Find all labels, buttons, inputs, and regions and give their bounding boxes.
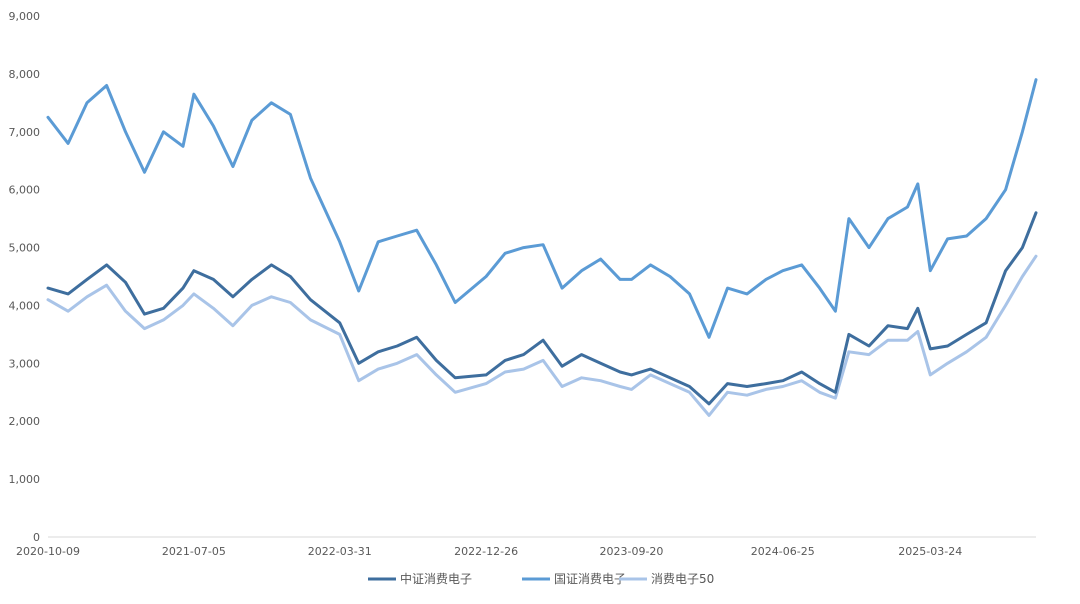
- y-tick-label: 6,000: [9, 184, 41, 197]
- y-axis: 0 1,000 2,000 3,000 4,000 5,000 6,000 7,000 8,00…: [9, 10, 41, 544]
- series-line-2: [46, 254, 1038, 417]
- x-tick-label: 2024-06-25: [751, 545, 815, 558]
- x-tick-label: 2021-07-05: [162, 545, 226, 558]
- y-tick-label: 1,000: [9, 473, 41, 486]
- y-tick-label: 4,000: [9, 299, 41, 312]
- legend-label: 中证消费电子: [400, 571, 472, 586]
- y-tick-label: 3,000: [9, 357, 41, 370]
- y-tick-label: 2,000: [9, 415, 41, 428]
- y-tick-label: 7,000: [9, 126, 41, 139]
- series-line-1: [46, 78, 1038, 339]
- series-line-0: [46, 211, 1038, 406]
- x-axis: 2020-10-09 2021-07-05 2022-03-31 2022-12-26…: [16, 536, 1036, 558]
- x-tick-label: 2020-10-09: [16, 545, 80, 558]
- legend-label: 国证消费电子: [554, 572, 626, 586]
- legend: 中证消费电子 国证消费电子 消费电子50: [368, 571, 714, 586]
- series-layer: [46, 78, 1038, 417]
- x-tick-label: 2025-03-24: [898, 545, 962, 558]
- x-tick-label: 2022-12-26: [454, 545, 518, 558]
- y-tick-label: 0: [33, 531, 40, 544]
- y-tick-label: 8,000: [9, 68, 41, 81]
- legend-label: 消费电子50: [651, 572, 714, 586]
- x-tick-label: 2023-09-20: [600, 545, 664, 558]
- y-tick-label: 5,000: [9, 242, 41, 255]
- y-tick-label: 9,000: [9, 10, 41, 23]
- x-tick-label: 2022-03-31: [308, 545, 372, 558]
